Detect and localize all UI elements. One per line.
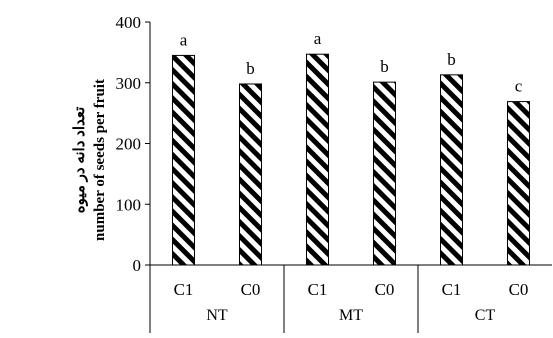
- bar-CT-C0: [507, 101, 530, 266]
- x-category-label: C1: [174, 280, 194, 299]
- bar-NT-C1: [172, 54, 195, 266]
- bar-MT-C1: [306, 53, 329, 266]
- significance-label: b: [447, 50, 456, 69]
- x-category-label: C1: [442, 280, 462, 299]
- bar-MT-C0: [373, 81, 396, 266]
- significance-label: b: [246, 59, 255, 78]
- y-axis-label-persian: تعداد دانه در میوه: [72, 107, 88, 214]
- y-tick-label-100: 100: [116, 195, 142, 214]
- group-label-NT: NT: [206, 307, 228, 324]
- y-tick-label-200: 200: [116, 135, 142, 154]
- x-category-label: C1: [308, 280, 328, 299]
- x-category-label: C0: [509, 280, 529, 299]
- group-label-MT: MT: [339, 307, 363, 324]
- y-tick-label-0: 0: [133, 256, 142, 275]
- x-category-label: C0: [375, 280, 395, 299]
- group-label-CT: CT: [475, 307, 496, 324]
- significance-label: a: [180, 30, 188, 49]
- y-axis-label-english: number of seeds per fruit: [92, 79, 108, 241]
- y-tick-label-400: 400: [116, 13, 142, 32]
- bar-NT-C0: [239, 83, 262, 266]
- bar-CT-C1: [440, 74, 463, 266]
- x-category-label: C0: [241, 280, 261, 299]
- y-tick-label-300: 300: [116, 74, 142, 93]
- significance-label: b: [380, 57, 389, 76]
- y-axis-label: تعداد دانه در میوه number of seeds per f…: [72, 79, 108, 241]
- significance-label: c: [515, 77, 523, 96]
- significance-label: a: [314, 29, 322, 48]
- plot-area: 0 100 200 300 400 a C1 b C0 a C1 b C0 b C1 c C0 NT MT CT: [116, 13, 552, 333]
